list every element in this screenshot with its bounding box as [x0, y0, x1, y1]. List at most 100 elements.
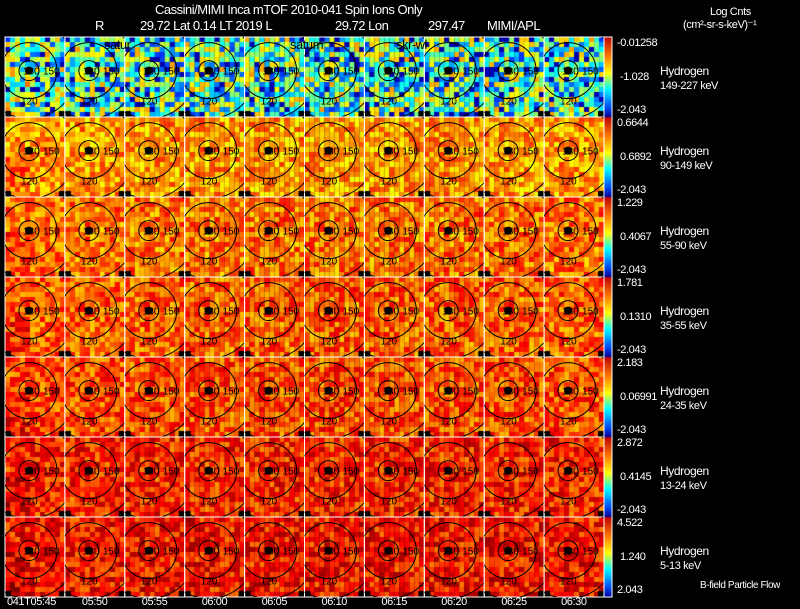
contour-label: 120 — [21, 257, 38, 268]
field-direction-marker — [24, 306, 33, 315]
contour-label: 150 — [402, 387, 419, 398]
contour-label: 180 — [23, 147, 40, 158]
contour-label: 180 — [143, 307, 160, 318]
contour-label: 150 — [223, 227, 240, 238]
field-direction-marker — [384, 226, 393, 235]
contour-line — [497, 300, 519, 322]
contour-line — [484, 442, 537, 500]
contour-label: 180 — [83, 467, 100, 478]
contour-label: 150 — [223, 307, 240, 318]
colorbar-max-label: 2.872 — [617, 437, 643, 449]
contour-label: 120 — [560, 97, 577, 108]
row-energy-label: 149-227 keV — [660, 80, 718, 92]
contour-label: 150 — [402, 467, 419, 478]
contour-line — [544, 362, 597, 420]
contour-label: 120 — [201, 97, 218, 108]
row-species-label: Hydrogen — [660, 64, 709, 78]
field-direction-marker — [444, 306, 453, 315]
contour-line — [18, 460, 40, 482]
colorbar-min-label: -2.043 — [617, 264, 646, 276]
contour-line — [258, 540, 280, 562]
contour-label: 120 — [141, 177, 158, 188]
contour-label: 180 — [203, 547, 220, 558]
contour-line — [124, 122, 178, 180]
row-species-label: Hydrogen — [660, 384, 709, 398]
contour-line — [198, 540, 220, 562]
field-direction-marker — [204, 546, 213, 555]
contour-label: 120 — [201, 177, 218, 188]
x-tick-label: 05:50 — [81, 596, 108, 608]
contour-line — [317, 140, 339, 162]
field-direction-marker — [144, 466, 153, 475]
contour-label: 150 — [223, 547, 240, 558]
contour-label: 150 — [223, 147, 240, 158]
field-direction-marker — [504, 66, 513, 75]
contour-label: 180 — [263, 147, 280, 158]
field-direction-marker — [444, 546, 453, 555]
contour-label: 120 — [440, 417, 457, 428]
contour-line — [557, 300, 579, 322]
contour-label: 150 — [582, 147, 599, 158]
colorbar-max-label: 4.522 — [617, 517, 643, 529]
contour-line — [317, 60, 339, 82]
contour-line — [424, 122, 477, 180]
contour-line — [5, 282, 58, 340]
contour-line — [198, 60, 220, 82]
contour-label: 180 — [203, 307, 220, 318]
contour-label: 150 — [223, 387, 240, 398]
contour-label: 180 — [442, 467, 459, 478]
contour-label: 150 — [283, 467, 300, 478]
row-species-label: Hydrogen — [660, 304, 709, 318]
contour-label: 120 — [141, 337, 158, 348]
contour-label: 120 — [380, 97, 397, 108]
contour-line — [364, 442, 417, 500]
contour-label: 150 — [522, 147, 539, 158]
contour-label: 120 — [21, 177, 38, 188]
contour-label: 150 — [283, 547, 300, 558]
field-direction-marker — [504, 386, 513, 395]
contour-label: 150 — [43, 547, 60, 558]
contour-label: 120 — [500, 577, 517, 588]
field-direction-marker — [84, 306, 93, 315]
contour-line — [364, 122, 417, 180]
contour-label: 150 — [103, 67, 120, 78]
row-energy-label: 24-35 keV — [660, 400, 707, 412]
field-direction-marker — [84, 146, 93, 155]
contour-line — [18, 540, 40, 562]
contour-label: 150 — [582, 387, 599, 398]
field-direction-marker — [564, 386, 573, 395]
contour-label: 120 — [440, 497, 457, 508]
contour-label: 180 — [263, 467, 280, 478]
field-direction-marker — [204, 466, 213, 475]
contour-label: 180 — [502, 147, 519, 158]
source-label: MIMI/APL — [487, 18, 541, 33]
contour-line — [124, 202, 178, 260]
contour-label: 150 — [223, 467, 240, 478]
contour-line — [544, 442, 597, 500]
colorbar-min-label: -2.043 — [617, 184, 646, 196]
contour-line — [557, 60, 579, 82]
units-line1: Log Cnts — [710, 6, 751, 18]
contour-label: 150 — [283, 147, 300, 158]
r-label: R — [95, 18, 104, 33]
x-tick-label: 06:30 — [561, 596, 587, 608]
plot-title: Cassini/MIMI Inca mTOF 2010-041 Spin Ion… — [155, 2, 423, 17]
contour-line — [258, 60, 280, 82]
row-species-label: Hydrogen — [660, 144, 709, 158]
contour-label: 120 — [320, 257, 337, 268]
contour-line — [5, 122, 58, 180]
contour-line — [198, 220, 220, 242]
contour-line — [244, 282, 298, 340]
contour-label: 180 — [442, 67, 459, 78]
contour-line — [5, 522, 58, 580]
contour-label: 120 — [500, 417, 517, 428]
contour-line — [364, 522, 417, 580]
contour-label: 150 — [582, 67, 599, 78]
field-direction-marker — [444, 146, 453, 155]
field-direction-marker — [144, 386, 153, 395]
contour-label: 120 — [141, 257, 158, 268]
field-direction-marker — [264, 146, 273, 155]
contour-label: 180 — [23, 467, 40, 478]
contour-label: 120 — [261, 97, 278, 108]
contour-line — [198, 380, 220, 402]
